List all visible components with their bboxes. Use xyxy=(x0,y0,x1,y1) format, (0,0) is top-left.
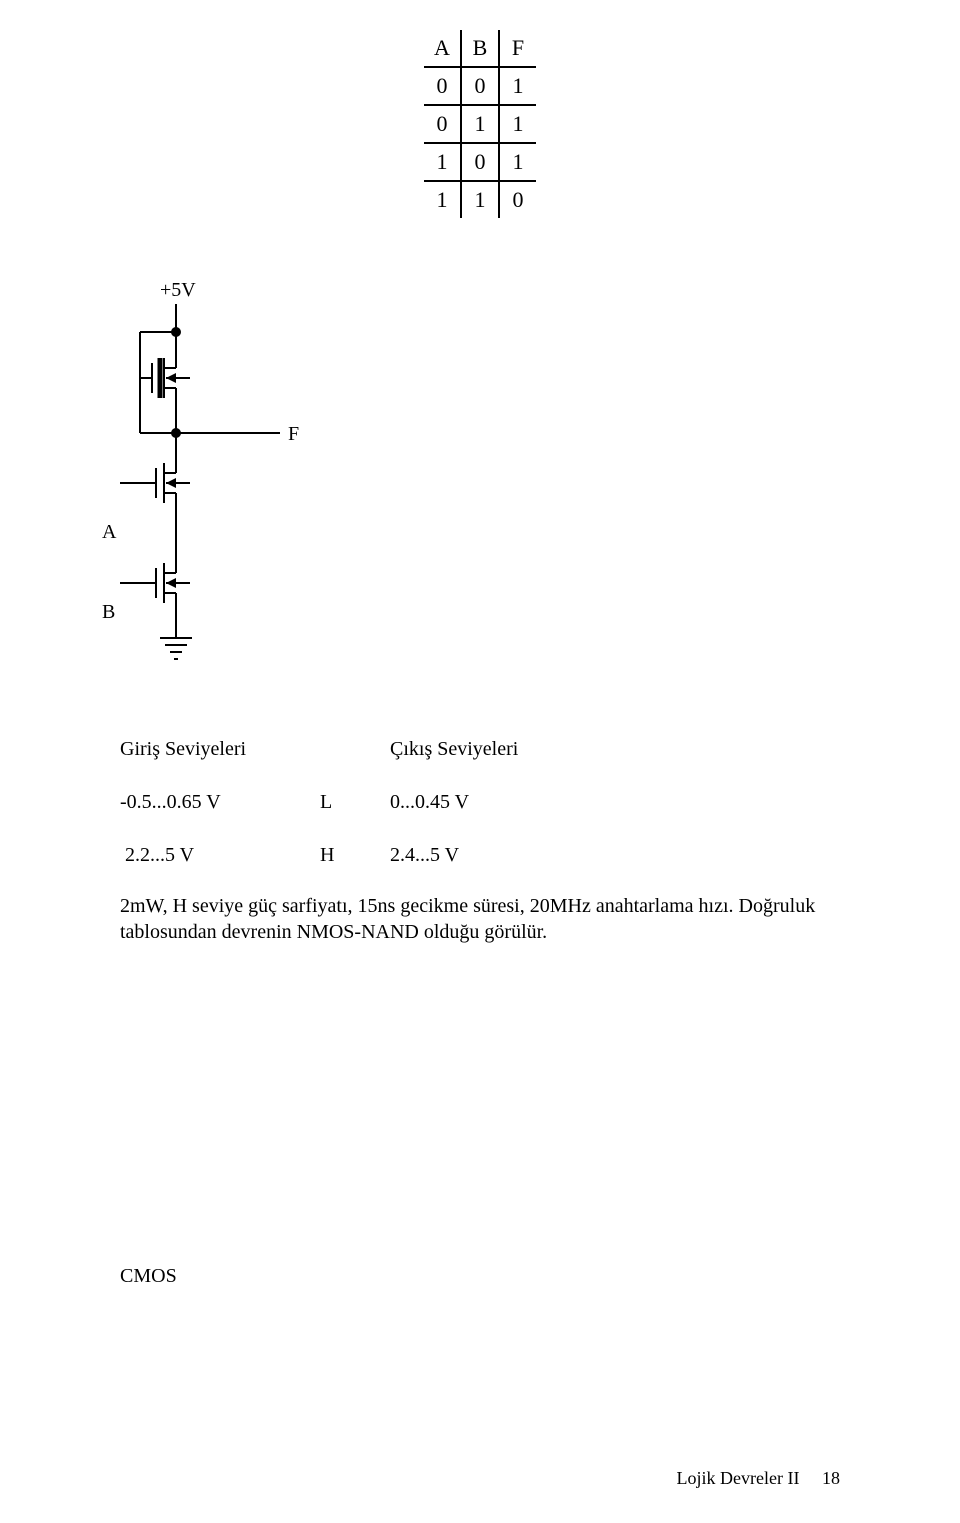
cell: 1 xyxy=(499,143,536,181)
input-levels-header: Giriş Seviyeleri xyxy=(120,738,320,761)
table-row: 0 1 1 xyxy=(424,105,536,143)
cell: 0 xyxy=(461,67,499,105)
cell: 1 xyxy=(424,143,461,181)
cell: 0 xyxy=(499,181,536,218)
truth-table: A B F 0 0 1 0 1 1 1 0 xyxy=(424,30,536,218)
input-a-label: A xyxy=(102,521,117,543)
level-symbol-h: H xyxy=(320,844,390,867)
table-row: 0 0 1 xyxy=(424,67,536,105)
input-level-low: -0.5...0.65 V xyxy=(120,791,320,814)
levels-row-l: -0.5...0.65 V L 0...0.45 V xyxy=(120,791,840,814)
levels-spacer xyxy=(320,738,390,761)
footer-text: Lojik Devreler II xyxy=(677,1468,800,1488)
footer-page-number: 18 xyxy=(822,1468,840,1488)
table-row: 1 1 0 xyxy=(424,181,536,218)
cell: 0 xyxy=(461,143,499,181)
page: A B F 0 0 1 0 1 1 1 0 xyxy=(0,0,960,1523)
page-footer: Lojik Devreler II 18 xyxy=(677,1468,840,1489)
truth-header-a: A xyxy=(424,30,461,67)
supply-label: +5V xyxy=(160,279,196,301)
output-level-high: 2.4...5 V xyxy=(390,844,590,867)
output-levels-header: Çıkış Seviyeleri xyxy=(390,738,590,761)
description-paragraph: 2mW, H seviye güç sarfiyatı, 15ns gecikm… xyxy=(120,893,840,945)
level-symbol-l: L xyxy=(320,791,390,814)
output-label: F xyxy=(288,423,299,445)
cell: 1 xyxy=(499,67,536,105)
levels-row-h: 2.2...5 V H 2.4...5 V xyxy=(120,844,840,867)
levels-header-row: Giriş Seviyeleri Çıkış Seviyeleri xyxy=(120,738,840,761)
table-row: 1 0 1 xyxy=(424,143,536,181)
cell: 0 xyxy=(424,67,461,105)
truth-table-header-row: A B F xyxy=(424,30,536,67)
cell: 0 xyxy=(424,105,461,143)
cmos-heading: CMOS xyxy=(120,1265,840,1288)
cell: 1 xyxy=(461,181,499,218)
nmos-nand-schematic-svg: +5V xyxy=(100,278,340,703)
circuit-diagram: +5V xyxy=(100,278,840,708)
input-level-high: 2.2...5 V xyxy=(120,844,320,867)
truth-header-f: F xyxy=(499,30,536,67)
output-level-low: 0...0.45 V xyxy=(390,791,590,814)
footer-gap xyxy=(804,1468,818,1488)
cell: 1 xyxy=(461,105,499,143)
cell: 1 xyxy=(424,181,461,218)
truth-table-wrap: A B F 0 0 1 0 1 1 1 0 xyxy=(120,30,840,218)
truth-header-b: B xyxy=(461,30,499,67)
input-b-label: B xyxy=(102,601,115,623)
cell: 1 xyxy=(499,105,536,143)
